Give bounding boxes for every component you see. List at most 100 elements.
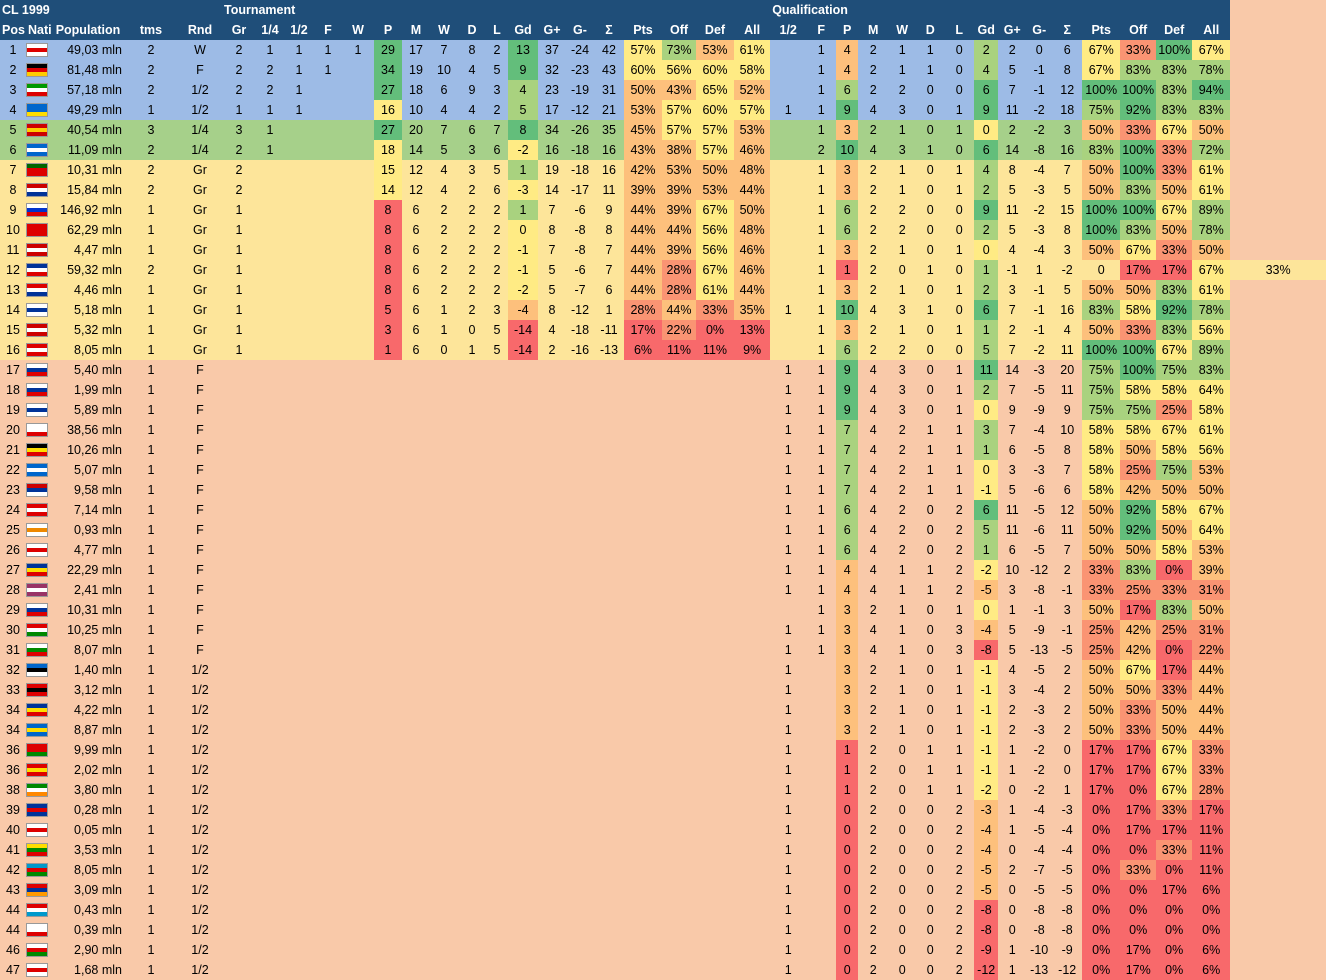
cell: 1 <box>770 720 807 740</box>
cell: 1 <box>944 760 975 780</box>
cell: 8 <box>374 240 402 260</box>
cell: 1 <box>124 720 178 740</box>
cell: 29 <box>374 40 402 60</box>
cell <box>566 880 594 900</box>
cell: 0 <box>974 240 999 260</box>
cell <box>508 660 538 680</box>
cell <box>566 780 594 800</box>
cell: 11 <box>974 360 999 380</box>
cell: -4 <box>974 840 999 860</box>
cell <box>566 540 594 560</box>
cell: 53% <box>1192 460 1231 480</box>
cell: 50% <box>1082 540 1121 560</box>
cell: 1 <box>770 420 807 440</box>
cell: -5 <box>1026 440 1053 460</box>
cell: 58% <box>734 60 771 80</box>
cell <box>508 880 538 900</box>
cell: 2 <box>1052 720 1083 740</box>
cell: 1 <box>806 400 837 420</box>
cell: 0 <box>974 460 999 480</box>
cell: 3 <box>836 320 859 340</box>
cell <box>770 180 807 200</box>
cell: 1 <box>944 400 975 420</box>
cell <box>594 920 624 940</box>
cell: 26 <box>0 540 26 560</box>
cell <box>734 760 771 780</box>
cell <box>538 500 566 520</box>
cell: 3 <box>998 680 1027 700</box>
nation-cell: WLS <box>26 940 52 960</box>
cell: 28% <box>1192 780 1231 800</box>
cell <box>284 660 314 680</box>
cell <box>508 760 538 780</box>
cell <box>624 920 662 940</box>
cell: -12 <box>1026 560 1053 580</box>
cell: 89% <box>1192 200 1231 220</box>
cell: 0 <box>836 960 859 980</box>
cell: 1 <box>944 120 975 140</box>
cell: 0 <box>916 920 945 940</box>
cell: -1 <box>1026 280 1053 300</box>
cell: 2 <box>1052 680 1083 700</box>
column-header: W <box>430 20 458 40</box>
cell: 2 <box>888 220 917 240</box>
cell <box>594 960 624 980</box>
cell: 11% <box>1192 840 1231 860</box>
cell <box>458 500 486 520</box>
cell: -3 <box>1026 460 1053 480</box>
cell <box>256 260 284 280</box>
flag-icon <box>26 903 48 918</box>
cell <box>256 740 284 760</box>
cell <box>402 560 430 580</box>
cell: -26 <box>566 120 594 140</box>
cell <box>314 120 342 140</box>
cell: 1 <box>944 780 975 800</box>
cell <box>284 920 314 940</box>
cell: 5,89 mln <box>52 400 124 420</box>
table-row: 5ESP40,54 mln31/4312720767834-263545%57%… <box>0 120 1326 140</box>
cell: 61% <box>734 40 771 60</box>
cell: 2 <box>486 280 508 300</box>
cell: 1,40 mln <box>52 660 124 680</box>
cell: 1 <box>916 460 945 480</box>
cell: 39% <box>662 240 696 260</box>
cell <box>314 860 342 880</box>
column-header: Off <box>1120 20 1157 40</box>
cell <box>374 680 402 700</box>
cell: 44 <box>0 900 26 920</box>
cell: 1 <box>944 680 975 700</box>
cell: 0 <box>888 960 917 980</box>
cell <box>402 800 430 820</box>
cell: 0 <box>916 620 945 640</box>
cell <box>486 420 508 440</box>
column-header: L <box>486 20 508 40</box>
cell: 3,53 mln <box>52 840 124 860</box>
cell: -5 <box>974 860 999 880</box>
cell: 2 <box>1052 700 1083 720</box>
cell <box>594 560 624 580</box>
cell: 8 <box>594 220 624 240</box>
cell <box>222 800 256 820</box>
cell: 28% <box>662 260 696 280</box>
cell <box>538 460 566 480</box>
cell: 2 <box>124 260 178 280</box>
column-header: M <box>858 20 889 40</box>
cell <box>566 760 594 780</box>
cell: F <box>178 540 222 560</box>
cell: 9 <box>1052 400 1083 420</box>
cell <box>402 500 430 520</box>
cell <box>508 620 538 640</box>
cell <box>284 140 314 160</box>
cell: 0 <box>888 840 917 860</box>
cell: 27 <box>374 80 402 100</box>
cell: 1/2 <box>178 700 222 720</box>
cell: 75% <box>1082 100 1121 120</box>
cell: 1 <box>124 420 178 440</box>
cell: 8 <box>374 280 402 300</box>
cell: 1 <box>124 300 178 320</box>
cell: 44% <box>1192 720 1231 740</box>
cell: -3 <box>508 180 538 200</box>
cell <box>662 420 696 440</box>
cell: 5,32 mln <box>52 320 124 340</box>
